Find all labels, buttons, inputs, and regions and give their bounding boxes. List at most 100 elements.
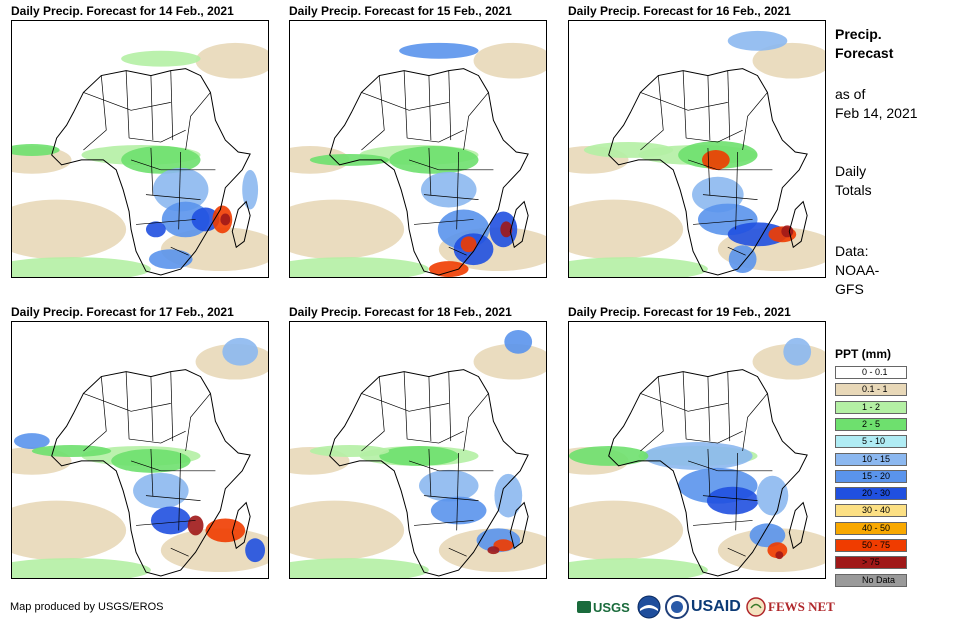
country-border <box>742 393 768 452</box>
country-border <box>702 495 758 501</box>
map-graphic <box>569 337 825 578</box>
country-border <box>407 129 464 143</box>
country-border <box>727 547 746 557</box>
country-border <box>83 376 107 452</box>
credit-text: Map produced by USGS/EROS <box>10 601 164 613</box>
forecast-map-5 <box>289 321 547 579</box>
usaid-logo: USAID <box>691 595 741 619</box>
coastline <box>231 501 251 550</box>
country-border <box>403 70 408 139</box>
precip-area <box>205 518 246 543</box>
precip-area <box>460 236 477 253</box>
country-border <box>682 371 687 440</box>
legend-swatch <box>835 435 907 448</box>
country-border <box>640 376 664 452</box>
side-heading-line1: Precip. <box>835 26 882 42</box>
country-border <box>136 219 196 225</box>
country-border <box>448 371 452 442</box>
precip-area <box>152 167 209 212</box>
side-asof-line1: as of <box>835 86 866 102</box>
country-border <box>707 376 711 442</box>
country-border <box>414 219 474 225</box>
precip-area <box>727 30 788 51</box>
country-border <box>150 376 154 442</box>
precip-area <box>775 551 784 560</box>
noaa-logo <box>637 595 661 619</box>
legend-label: 30 - 40 <box>862 505 891 515</box>
legend-swatch <box>835 418 907 431</box>
country-border <box>408 460 439 472</box>
country-border <box>687 460 718 472</box>
precip-area <box>473 343 546 380</box>
side-data-line1: Data: <box>835 243 869 259</box>
map-graphic <box>290 42 546 277</box>
precip-area <box>222 337 259 366</box>
coastline <box>329 68 529 276</box>
country-border <box>403 371 408 440</box>
precip-area <box>569 500 684 561</box>
legend-label: No Data <box>862 575 896 585</box>
precip-area <box>245 538 266 563</box>
precip-area <box>756 475 789 516</box>
panel-title-5: Daily Precip. Forecast for 18 Feb., 2021 <box>289 305 512 319</box>
country-border <box>170 246 189 256</box>
forecast-map-6 <box>568 321 826 579</box>
precip-area <box>569 199 684 260</box>
legend-label: 2 - 5 <box>862 419 881 429</box>
precip-area <box>500 221 513 238</box>
country-border <box>170 70 174 141</box>
legend-swatch <box>835 556 907 569</box>
precip-area <box>418 469 479 502</box>
side-asof-date: Feb 14, 2021 <box>835 105 918 121</box>
precip-area <box>643 442 753 470</box>
country-border <box>693 219 753 225</box>
precip-area <box>111 449 191 473</box>
precip-area <box>148 249 193 270</box>
country-border <box>170 547 189 557</box>
coastline <box>231 200 251 249</box>
precip-area <box>150 506 191 535</box>
country-border <box>125 70 130 139</box>
legend-label: 0.1 - 1 <box>862 384 888 394</box>
legend-swatch <box>835 574 907 587</box>
precip-area <box>706 486 759 515</box>
country-border <box>145 495 201 501</box>
legend-label: 20 - 30 <box>862 488 891 498</box>
side-data-line3: GFS <box>835 281 864 297</box>
country-border <box>463 393 489 452</box>
map-graphic <box>569 30 825 277</box>
precip-area <box>290 500 405 561</box>
precip-area <box>220 213 231 226</box>
coastline <box>788 501 808 550</box>
precip-area <box>399 42 479 59</box>
precip-area <box>121 50 201 67</box>
legend-title: PPT (mm) <box>835 347 892 361</box>
country-border <box>456 151 460 230</box>
country-border <box>361 75 385 151</box>
precip-area <box>12 500 127 561</box>
forecast-map-4 <box>11 321 269 579</box>
panel-title-2: Daily Precip. Forecast for 15 Feb., 2021 <box>289 4 512 18</box>
precip-area <box>191 207 220 232</box>
country-border <box>463 92 489 151</box>
country-border <box>361 393 449 412</box>
precip-area <box>290 257 429 277</box>
country-border <box>735 452 739 531</box>
coastline <box>509 200 529 249</box>
country-border <box>83 75 107 151</box>
legend-label: 40 - 50 <box>862 523 891 533</box>
precip-area <box>430 496 487 525</box>
country-border <box>727 371 731 442</box>
country-border <box>707 147 711 196</box>
country-border <box>456 452 460 531</box>
country-border <box>640 92 728 111</box>
legend-label: 10 - 15 <box>862 454 891 464</box>
legend-swatch <box>835 401 907 414</box>
fewsnet-logo: FEWS NET <box>746 595 835 619</box>
precip-area <box>242 169 259 210</box>
country-border <box>686 129 743 143</box>
precip-area <box>428 261 469 277</box>
legend-label: 1 - 2 <box>862 402 881 412</box>
panel-title-3: Daily Precip. Forecast for 16 Feb., 2021 <box>568 4 791 18</box>
precip-area <box>290 558 429 578</box>
